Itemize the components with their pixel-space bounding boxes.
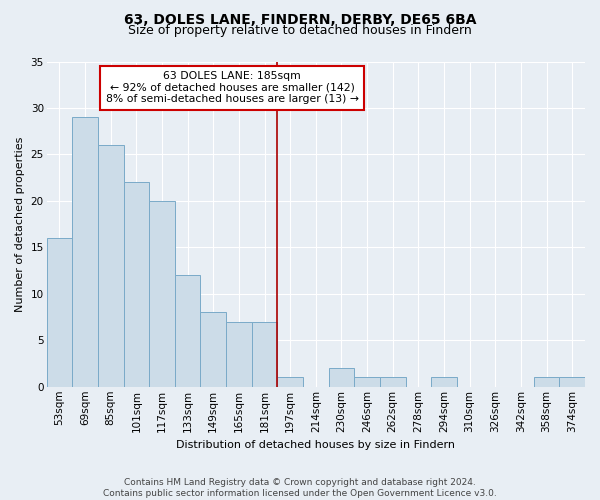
Text: Size of property relative to detached houses in Findern: Size of property relative to detached ho… bbox=[128, 24, 472, 37]
Bar bbox=[431, 378, 457, 387]
Bar bbox=[559, 378, 585, 387]
Text: Contains HM Land Registry data © Crown copyright and database right 2024.
Contai: Contains HM Land Registry data © Crown c… bbox=[103, 478, 497, 498]
Bar bbox=[226, 322, 251, 387]
Text: 63 DOLES LANE: 185sqm
← 92% of detached houses are smaller (142)
8% of semi-deta: 63 DOLES LANE: 185sqm ← 92% of detached … bbox=[106, 72, 359, 104]
Bar bbox=[329, 368, 354, 387]
Bar bbox=[149, 201, 175, 387]
Y-axis label: Number of detached properties: Number of detached properties bbox=[15, 136, 25, 312]
Bar bbox=[534, 378, 559, 387]
Bar bbox=[380, 378, 406, 387]
Text: 63, DOLES LANE, FINDERN, DERBY, DE65 6BA: 63, DOLES LANE, FINDERN, DERBY, DE65 6BA bbox=[124, 12, 476, 26]
Bar bbox=[47, 238, 72, 387]
Bar bbox=[277, 378, 303, 387]
Bar bbox=[124, 182, 149, 387]
Bar bbox=[354, 378, 380, 387]
Bar bbox=[251, 322, 277, 387]
X-axis label: Distribution of detached houses by size in Findern: Distribution of detached houses by size … bbox=[176, 440, 455, 450]
Bar bbox=[98, 145, 124, 387]
Bar bbox=[175, 275, 200, 387]
Bar bbox=[200, 312, 226, 387]
Bar bbox=[72, 118, 98, 387]
